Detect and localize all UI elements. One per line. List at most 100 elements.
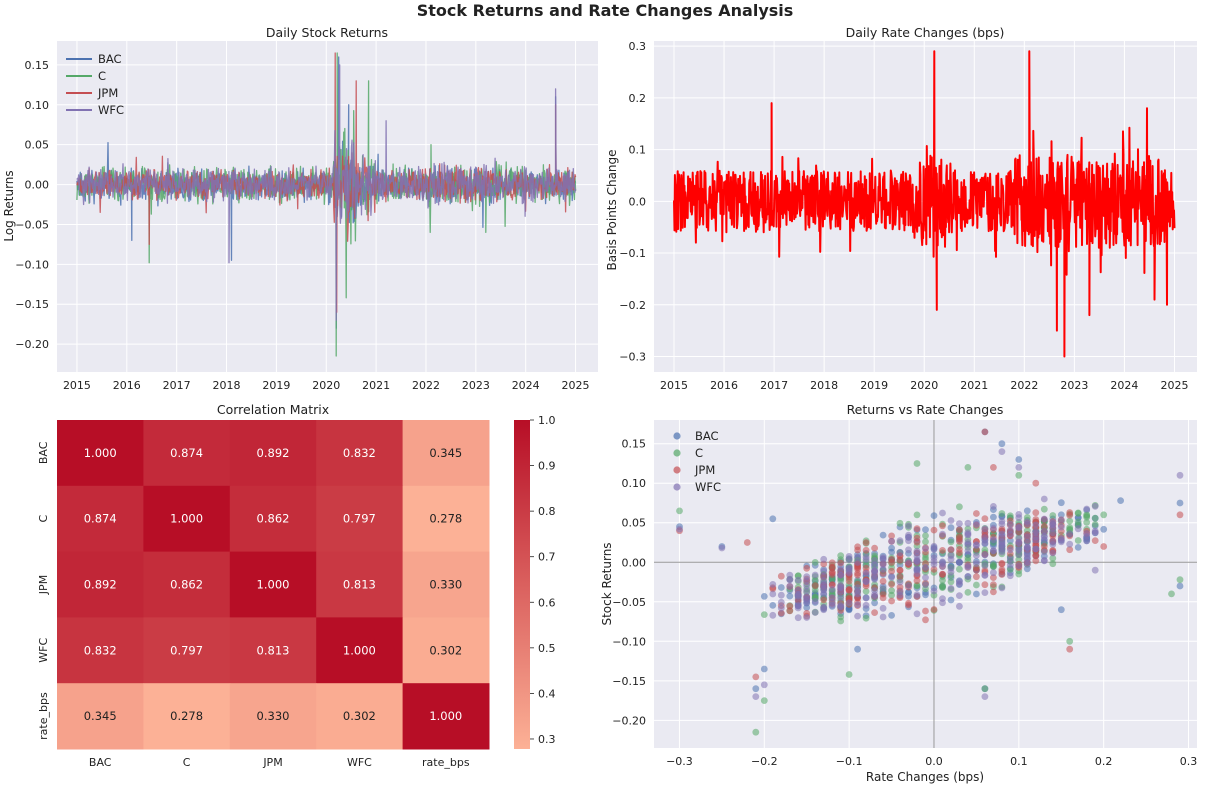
scatter-point-c	[1176, 576, 1184, 584]
scatter-point-c	[956, 503, 963, 511]
scatter-x-ticks: −0.3 −0.2 −0.1 0.0 0.1 0.2 0.3	[666, 755, 1197, 768]
scatter-point-c	[845, 671, 853, 678]
scatter-point-wfc	[896, 537, 904, 545]
corr-cell-C-C	[143, 485, 231, 553]
corr-cell-value: 1.000	[257, 578, 290, 592]
scatter-point-c	[947, 538, 955, 546]
corr-cell-value: 0.797	[343, 512, 376, 526]
scatter-point-wfc	[939, 595, 946, 602]
scatter-point-c	[973, 581, 980, 589]
scatter-point-bac	[1100, 525, 1108, 533]
scatter-point-jpm	[862, 539, 870, 546]
scatter-point-bac	[1015, 456, 1023, 463]
scatter-point-c	[939, 583, 946, 591]
scatter-point-bac	[777, 584, 785, 591]
scatter-point-wfc	[862, 578, 870, 585]
scatter-point-wfc	[981, 551, 989, 558]
corr-y-label: C	[37, 515, 50, 523]
scatter-point-jpm	[777, 609, 785, 617]
scatter-point-wfc	[998, 518, 1006, 525]
scatter-ytick-label: −0.20	[612, 714, 646, 727]
scatter-legend-swatch-jpm	[673, 466, 681, 474]
scatter-point-wfc	[1074, 525, 1082, 533]
scatter-point-wfc	[956, 592, 963, 599]
scatter-point-wfc	[1006, 531, 1014, 538]
scatter-point-wfc	[854, 553, 861, 561]
scatter-point-wfc	[803, 573, 811, 580]
corr-colorbar-tick-label: 0.8	[538, 505, 556, 518]
scatter-legend-label-c: C	[695, 446, 703, 460]
returns-xtick-label: 2024	[512, 379, 540, 392]
scatter-point-wfc	[1032, 545, 1040, 553]
scatter-point-jpm	[1066, 511, 1074, 519]
scatter-point-wfc	[871, 573, 878, 581]
scatter-point-c	[1074, 509, 1082, 517]
scatter-point-bac	[1006, 537, 1014, 545]
scatter-point-jpm	[879, 590, 887, 598]
corr-colorbar-tick-label: 0.3	[538, 733, 556, 746]
scatter-point-c	[981, 685, 989, 693]
scatter-point-wfc	[905, 559, 912, 566]
scatter-point-wfc	[981, 693, 989, 700]
scatter-point-bac	[990, 513, 997, 521]
corr-cell-value: 0.813	[257, 643, 290, 657]
scatter-point-jpm	[820, 596, 828, 604]
scatter-point-wfc	[888, 537, 895, 545]
scatter-point-wfc	[820, 555, 828, 563]
scatter-point-wfc	[837, 582, 845, 589]
scatter-point-wfc	[990, 547, 997, 555]
scatter-point-jpm	[854, 569, 861, 577]
scatter-point-jpm	[922, 616, 929, 624]
rates-ytick-label: 0.3	[629, 40, 647, 53]
corr-cell-value: 0.797	[170, 643, 203, 657]
returns-ytick-label: −0.10	[15, 258, 49, 271]
scatter-point-bac	[871, 599, 878, 607]
scatter-point-wfc	[1015, 547, 1023, 554]
corr-cell-value: 0.832	[343, 446, 376, 460]
corr-cell-WFC-rate_bps	[402, 617, 490, 684]
scatter-point-bac	[1117, 497, 1124, 504]
scatter-point-wfc	[1015, 562, 1023, 569]
scatter-point-wfc	[1006, 546, 1014, 554]
scatter-point-wfc	[811, 598, 819, 605]
scatter-point-wfc	[862, 569, 870, 577]
scatter-point-bac	[1023, 507, 1031, 515]
corr-cell-value: 0.330	[429, 578, 462, 592]
scatter-point-wfc	[905, 546, 912, 554]
scatter-point-wfc	[794, 614, 802, 622]
scatter-point-jpm	[752, 673, 760, 681]
scatter-point-wfc	[896, 578, 904, 586]
scatter-point-wfc	[879, 585, 887, 592]
scatter-point-jpm	[871, 544, 878, 552]
scatter-point-c	[1040, 505, 1048, 513]
corr-cell-value: 1.000	[343, 643, 376, 657]
corr-cell-rate_bps-JPM	[229, 683, 317, 750]
scatter-point-c	[1083, 519, 1091, 526]
scatter-ytick-label: 0.15	[622, 438, 647, 451]
correlation-heatmap: Correlation Matrix 1.000 0.874 0.892 0.832 0…	[37, 402, 556, 769]
scatter-point-jpm	[973, 510, 980, 517]
corr-cell-rate_bps-rate_bps	[402, 683, 490, 750]
rates-title: Daily Rate Changes (bps)	[846, 25, 1005, 40]
scatter-point-wfc	[964, 547, 972, 555]
scatter-point-jpm	[888, 567, 895, 575]
scatter-point-jpm	[1176, 511, 1184, 519]
scatter-point-jpm	[990, 464, 997, 471]
scatter-xtick-label: 0.2	[1095, 755, 1113, 768]
scatter-point-c	[1066, 517, 1074, 525]
scatter-point-wfc	[939, 509, 946, 517]
scatter-point-jpm	[888, 532, 895, 540]
scatter-point-wfc	[981, 589, 989, 596]
scatter-point-wfc	[1006, 561, 1014, 569]
scatter-point-bac	[752, 685, 760, 693]
corr-cell-value: 0.874	[170, 446, 203, 460]
corr-cell-WFC-C	[143, 617, 231, 684]
scatter-point-wfc	[896, 549, 904, 557]
scatter-point-wfc	[1032, 521, 1040, 529]
scatter-point-wfc	[956, 558, 963, 566]
scatter-point-c	[1006, 512, 1014, 520]
scatter-point-c	[888, 591, 895, 599]
scatter-xtick-label: −0.1	[836, 755, 863, 768]
scatter-point-c	[964, 464, 972, 471]
returns-xtick-label: 2019	[262, 379, 290, 392]
